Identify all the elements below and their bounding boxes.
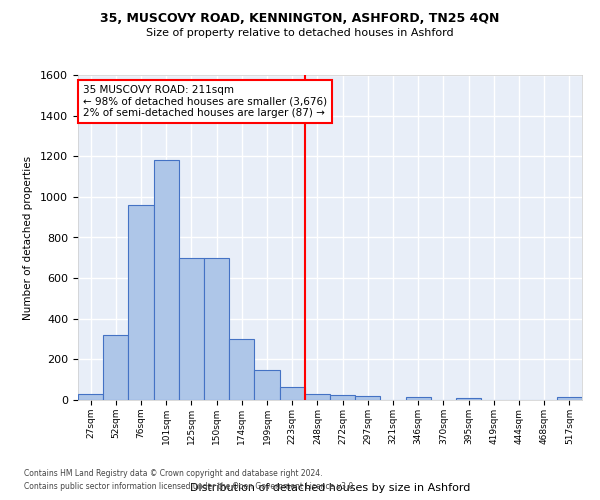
Y-axis label: Number of detached properties: Number of detached properties — [23, 156, 33, 320]
Bar — [179, 258, 204, 400]
Bar — [78, 394, 103, 400]
Bar — [557, 397, 582, 400]
Bar — [229, 339, 254, 400]
Bar — [103, 335, 128, 400]
Text: Size of property relative to detached houses in Ashford: Size of property relative to detached ho… — [146, 28, 454, 38]
Text: 35, MUSCOVY ROAD, KENNINGTON, ASHFORD, TN25 4QN: 35, MUSCOVY ROAD, KENNINGTON, ASHFORD, T… — [100, 12, 500, 26]
Bar — [456, 398, 481, 400]
Bar — [406, 397, 431, 400]
Bar — [254, 370, 280, 400]
Bar — [305, 394, 330, 400]
Bar — [154, 160, 179, 400]
Text: Contains public sector information licensed under the Open Government Licence v3: Contains public sector information licen… — [24, 482, 356, 491]
X-axis label: Distribution of detached houses by size in Ashford: Distribution of detached houses by size … — [190, 483, 470, 493]
Text: 35 MUSCOVY ROAD: 211sqm
← 98% of detached houses are smaller (3,676)
2% of semi-: 35 MUSCOVY ROAD: 211sqm ← 98% of detache… — [83, 84, 327, 118]
Bar — [280, 387, 305, 400]
Bar — [128, 205, 154, 400]
Bar — [204, 258, 229, 400]
Text: Contains HM Land Registry data © Crown copyright and database right 2024.: Contains HM Land Registry data © Crown c… — [24, 468, 323, 477]
Bar — [355, 396, 380, 400]
Bar — [330, 395, 355, 400]
